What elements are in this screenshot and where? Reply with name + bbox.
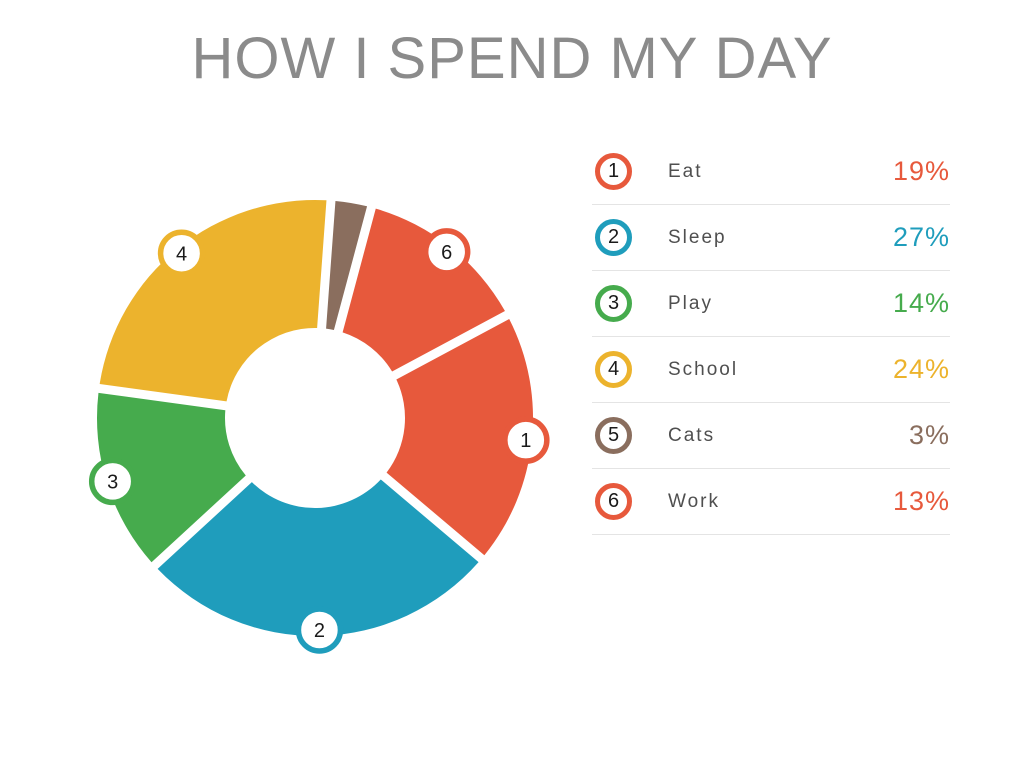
legend-badge-4: 4 bbox=[595, 351, 632, 388]
chart-badge-ring-2 bbox=[295, 606, 344, 654]
legend-label: Cats bbox=[668, 424, 716, 446]
legend-row-sleep: 2 Sleep 27% bbox=[592, 205, 950, 271]
donut-chart: 1 2 3 4 6 bbox=[35, 133, 595, 693]
legend-percent: 14% bbox=[892, 288, 950, 318]
legend: 1 Eat 19% 2 Sleep 27% 3 Play 14% 4 School 24% 5 Cats 3… bbox=[592, 139, 950, 535]
legend-row-cats: 5 Cats 3% bbox=[592, 403, 950, 469]
legend-label: Sleep bbox=[668, 226, 727, 248]
chart-badge-2: 2 bbox=[295, 606, 344, 654]
legend-row-work: 6 Work 13% bbox=[592, 469, 950, 535]
chart-badge-6: 6 bbox=[422, 228, 471, 276]
legend-badge-3: 3 bbox=[595, 285, 632, 322]
legend-badge-6: 6 bbox=[595, 483, 632, 520]
chart-badge-number-4: 4 bbox=[176, 243, 187, 265]
legend-percent: 19% bbox=[892, 156, 950, 186]
legend-percent: 3% bbox=[908, 420, 950, 450]
legend-percent: 13% bbox=[892, 486, 950, 516]
donut-segment-eat bbox=[386, 318, 534, 556]
legend-label: School bbox=[668, 358, 739, 380]
chart-badge-number-1: 1 bbox=[520, 430, 531, 452]
legend-badge-1: 1 bbox=[595, 153, 632, 190]
legend-percent: 24% bbox=[892, 354, 950, 384]
legend-row-eat: 1 Eat 19% bbox=[592, 139, 950, 205]
page-title: HOW I SPEND MY DAY bbox=[191, 26, 833, 91]
legend-row-school: 4 School 24% bbox=[592, 337, 950, 403]
chart-badge-number-6: 6 bbox=[441, 242, 452, 264]
chart-badge-3: 3 bbox=[88, 457, 137, 506]
chart-badge-1: 1 bbox=[502, 416, 550, 464]
chart-badge-ring-6 bbox=[422, 228, 471, 276]
donut-segment-work bbox=[342, 208, 505, 372]
legend-badge-5: 5 bbox=[595, 417, 632, 454]
donut-svg: 1 2 3 4 6 bbox=[88, 199, 550, 654]
legend-row-play: 3 Play 14% bbox=[592, 271, 950, 337]
legend-badge-2: 2 bbox=[595, 219, 632, 256]
donut-segment-cats bbox=[326, 200, 368, 331]
chart-badge-number-3: 3 bbox=[107, 471, 118, 493]
chart-badge-ring-4 bbox=[157, 229, 206, 277]
legend-label: Play bbox=[668, 292, 713, 314]
chart-badge-ring-3 bbox=[88, 457, 137, 506]
legend-label: Work bbox=[668, 490, 720, 512]
legend-label: Eat bbox=[668, 160, 703, 182]
chart-badge-4: 4 bbox=[157, 229, 206, 277]
legend-percent: 27% bbox=[892, 222, 950, 252]
donut-segment-school bbox=[99, 199, 327, 402]
donut-segment-sleep bbox=[157, 479, 479, 637]
chart-badge-ring-1 bbox=[502, 416, 550, 464]
chart-badge-number-2: 2 bbox=[314, 620, 325, 642]
donut-segment-play bbox=[96, 392, 246, 563]
